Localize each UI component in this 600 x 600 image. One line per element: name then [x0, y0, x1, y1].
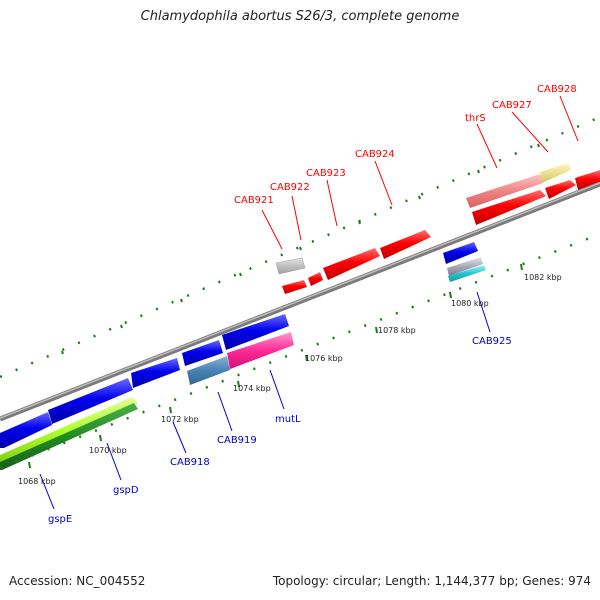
gene-label-cab921[interactable]: CAB921 — [234, 195, 274, 206]
outer-ring-major-tick — [180, 298, 183, 303]
gene-thrs[interactable] — [472, 190, 546, 225]
inner-ring-major-tick — [305, 354, 308, 362]
gene-left-blue-5[interactable] — [222, 314, 289, 350]
tick-label: 1068 kbp — [18, 477, 56, 486]
gene-label-gspd[interactable]: gspD — [113, 485, 139, 496]
outer-ring-major-tick — [299, 246, 302, 251]
gene-label-cab918[interactable]: CAB918 — [170, 457, 210, 468]
inner-ring-major-tick — [375, 326, 378, 334]
gene-label-mutl[interactable]: mutL — [275, 414, 301, 425]
gene-cab927[interactable] — [545, 180, 576, 199]
backbone-ring — [0, 181, 600, 422]
leader-line — [217, 391, 233, 432]
inner-ring-major-tick — [449, 291, 452, 299]
gene-gspd[interactable] — [0, 403, 138, 470]
gene-cab925-cyan[interactable] — [448, 265, 486, 282]
leader-line — [39, 473, 55, 510]
tick-label: 1076 kbp — [305, 354, 343, 363]
leader-line — [374, 160, 393, 206]
outer-ring-major-tick — [477, 169, 480, 174]
gene-cab927-light[interactable] — [540, 163, 571, 183]
gene-label-cab928[interactable]: CAB928 — [537, 84, 577, 95]
leader-line — [326, 179, 338, 227]
outer-dotted-ring — [0, 115, 600, 379]
inner-ring-major-tick — [237, 380, 240, 388]
gene-thrs-light[interactable] — [466, 174, 543, 208]
gene-cab928[interactable] — [575, 170, 600, 190]
genome-summary-text: Topology: circular; Length: 1,144,377 bp… — [272, 574, 591, 588]
gene-label-cab925[interactable]: CAB925 — [472, 336, 512, 347]
inner-ring-major-tick — [99, 434, 102, 442]
outer-ring-major-tick — [418, 195, 421, 200]
tick-label: 1078 kbp — [378, 326, 416, 335]
outer-ring-major-tick — [358, 220, 361, 225]
leader-line — [291, 195, 302, 241]
tick-label: 1072 kbp — [161, 415, 199, 424]
gene-cab925-blue[interactable] — [443, 242, 478, 264]
gene-label-cab927[interactable]: CAB927 — [492, 100, 532, 111]
gene-label-cab923[interactable]: CAB923 — [306, 168, 346, 179]
tick-label: 1074 kbp — [233, 384, 271, 393]
leader-line — [172, 421, 187, 454]
gene-cab925-silver[interactable] — [447, 257, 483, 276]
gene-label-cab919[interactable]: CAB919 — [217, 435, 257, 446]
leader-line — [106, 442, 122, 481]
gene-cab922-lower[interactable] — [308, 272, 323, 286]
outer-ring-major-tick — [61, 350, 64, 355]
gene-left-blue[interactable] — [0, 412, 52, 448]
gene-left-blue-3[interactable] — [131, 358, 180, 388]
leader-line — [261, 209, 283, 250]
outer-ring-major-tick — [537, 143, 540, 148]
outer-ring-major-tick — [239, 272, 242, 277]
gene-left-blue-2[interactable] — [48, 378, 133, 424]
leader-line — [269, 369, 285, 410]
tick-label: 1080 kbp — [451, 299, 489, 308]
gene-label-thrs[interactable]: thrS — [465, 113, 486, 124]
leader-line — [559, 95, 579, 142]
tick-label: 1070 kbp — [89, 446, 127, 455]
gene-label-cab924[interactable]: CAB924 — [355, 149, 395, 160]
gene-cab921[interactable] — [275, 257, 306, 275]
outer-ring-major-tick — [120, 324, 123, 329]
inner-ring-major-tick — [28, 461, 31, 469]
accession-text: Accession: NC_004552 — [9, 574, 146, 588]
gene-cab924[interactable] — [380, 230, 431, 259]
leader-line — [476, 123, 498, 169]
leader-line — [511, 111, 549, 153]
gene-label-gspe[interactable]: gspE — [48, 514, 72, 525]
gene-label-cab922[interactable]: CAB922 — [270, 182, 310, 193]
gene-cab922-upper[interactable] — [282, 280, 307, 294]
leader-line — [476, 291, 491, 333]
inner-ring-major-tick — [520, 263, 523, 271]
backbone-ring-highlight — [0, 182, 600, 419]
gene-left-blue-4[interactable] — [182, 340, 223, 366]
gene-cab919[interactable] — [187, 356, 230, 385]
map-title: Chlamydophila abortus S26/3, complete ge… — [140, 9, 460, 24]
gene-cab923[interactable] — [323, 248, 380, 280]
tick-label: 1082 kbp — [524, 273, 562, 282]
gene-mutl[interactable] — [227, 332, 294, 369]
inner-ring-major-tick — [169, 406, 172, 414]
